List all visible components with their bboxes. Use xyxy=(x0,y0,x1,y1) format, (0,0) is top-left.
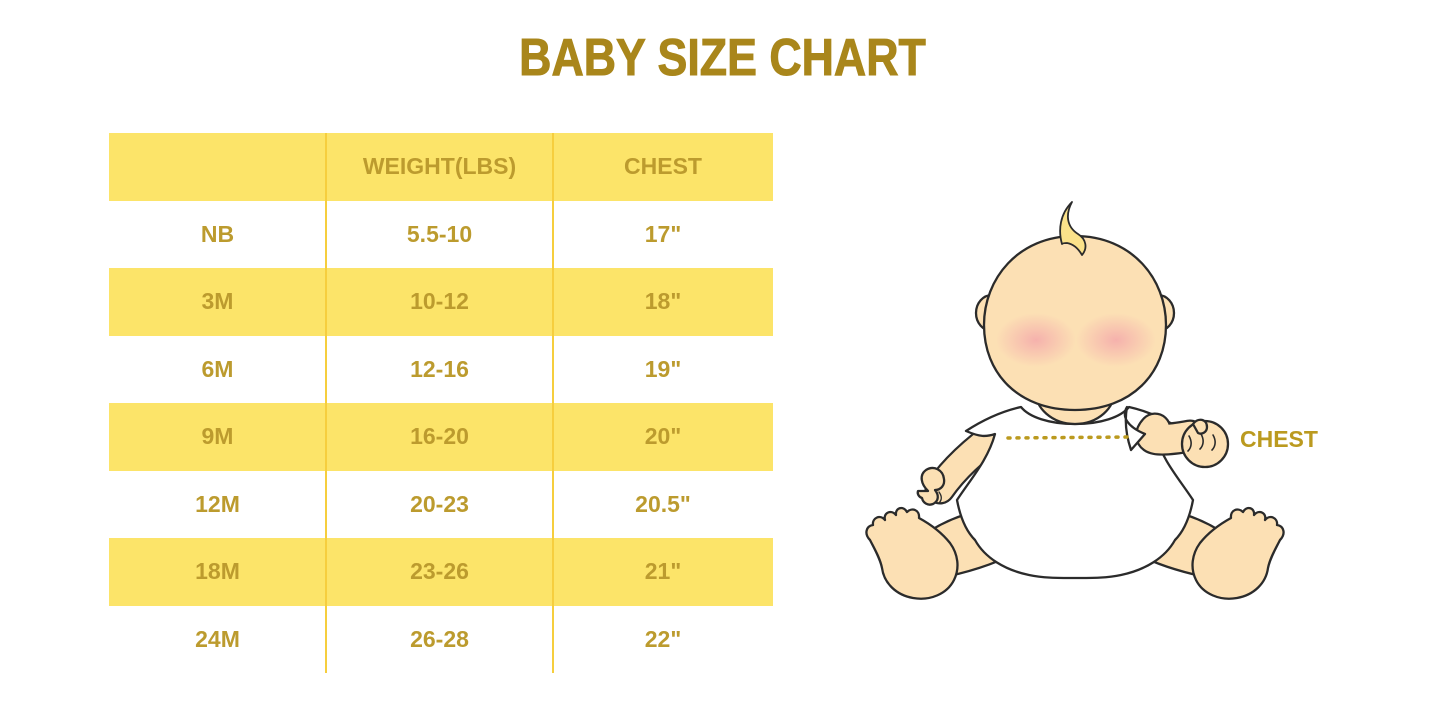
svg-text:CHEST: CHEST xyxy=(1240,426,1318,452)
